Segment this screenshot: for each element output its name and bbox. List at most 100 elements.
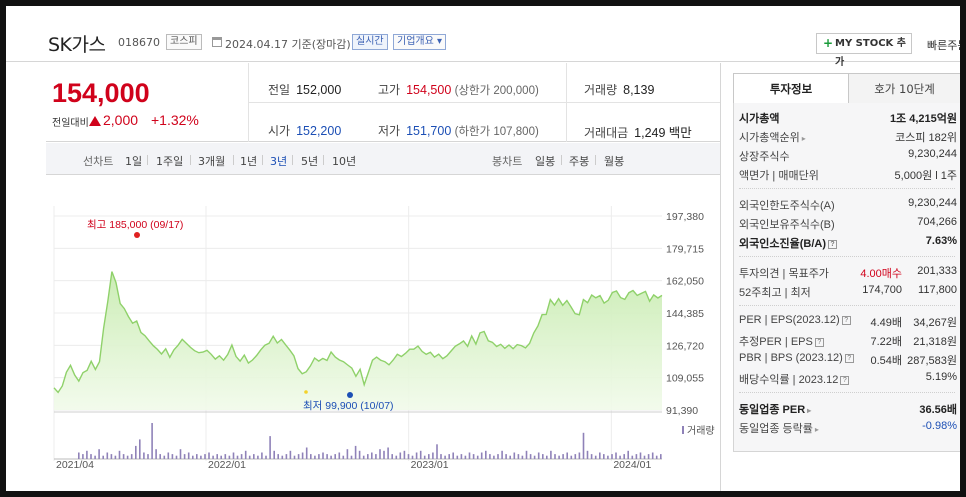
divider: [323, 155, 324, 165]
row-label: 52주최고 | 최저: [739, 287, 811, 299]
period-3m[interactable]: 3개월: [198, 155, 226, 168]
volume-bar: [440, 454, 442, 459]
volume-bar: [546, 455, 548, 459]
volume-bar: [562, 454, 564, 459]
row-value: 코스피 182위: [895, 132, 957, 144]
help-icon[interactable]: ?: [828, 239, 837, 249]
period-10y[interactable]: 10년: [332, 155, 357, 168]
invest-tabs: 투자정보 호가 10단계: [733, 73, 960, 104]
company-overview-dropdown[interactable]: 기업개요 ▾: [393, 34, 446, 50]
help-icon[interactable]: ?: [844, 353, 854, 363]
row-value-primary: 4.49배: [870, 317, 902, 329]
row-label: 시가총액순위 ▸: [739, 132, 806, 144]
volume-bar: [102, 455, 104, 459]
volume-bar: [399, 452, 402, 459]
help-icon[interactable]: ?: [814, 337, 824, 347]
period-5y[interactable]: 5년: [301, 155, 319, 168]
volume-bar: [118, 450, 121, 459]
caret-icon[interactable]: ▸: [801, 134, 806, 143]
invest-info-row: 52주최고 | 최저 174,700 117,800: [739, 284, 959, 302]
volume-bar: [635, 454, 638, 459]
row-value: 21,318원: [913, 336, 957, 348]
volume-bar: [285, 454, 288, 459]
volume-bar: [542, 454, 544, 459]
quick-order-link[interactable]: 빠른주문: [927, 39, 960, 52]
volume-bar: [619, 455, 621, 459]
high-marker: [134, 232, 140, 238]
row-value: 1조 4,215억원: [889, 113, 957, 125]
period-1y[interactable]: 1년: [240, 155, 258, 168]
volume-bar: [460, 454, 463, 459]
row-value: 9,230,244: [908, 148, 957, 160]
volume-bar: [338, 452, 341, 459]
volume-bar: [261, 452, 263, 459]
period-1w[interactable]: 1주일: [156, 155, 184, 168]
volume-bar: [493, 455, 495, 459]
volume-bar: [379, 449, 381, 459]
high-price: 고가 154,500 (상한가 200,000): [378, 81, 539, 98]
volume-bar: [183, 454, 186, 459]
caret-icon[interactable]: ▸: [814, 425, 819, 434]
volume-bar: [533, 455, 536, 459]
volume-bar: [163, 455, 166, 459]
volume-bar: [159, 454, 161, 459]
row-value-primary: 4.00매수: [860, 268, 902, 280]
invest-info-row: 동일업종 PER ▸ 36.56배: [739, 401, 959, 419]
invest-info-row: 액면가 | 매매단위 5,000원 l 1주: [739, 167, 959, 185]
volume-bar: [529, 454, 532, 459]
market-badge[interactable]: 코스피: [166, 34, 202, 50]
candle-daily[interactable]: 일봉: [535, 155, 556, 168]
divider: [561, 155, 562, 165]
volume-bar: [578, 452, 581, 459]
volume-bar: [627, 450, 629, 459]
volume-bar: [415, 452, 418, 459]
volume-bar: [167, 452, 170, 459]
volume-bar: [78, 452, 80, 459]
invest-info-panel: 투자정보 호가 10단계 시가총액 1조 4,215억원 시가총액순위 ▸ 코스피 18…: [720, 63, 960, 491]
marker-dot: [304, 390, 308, 394]
price-chart[interactable]: 197,380 179,715 162,050 144,385 126,720 109,0…: [46, 176, 720, 468]
volume-bar: [509, 455, 511, 459]
y-tick-label: 91,390: [666, 405, 698, 417]
help-icon[interactable]: ?: [840, 375, 850, 385]
volume-bar: [570, 455, 573, 459]
tab-hoga[interactable]: 호가 10단계: [848, 73, 960, 104]
volume-bar: [346, 449, 349, 459]
open-label: 시가: [268, 124, 291, 138]
volume-bar: [334, 454, 336, 459]
help-icon[interactable]: ?: [841, 315, 851, 325]
volume-bar: [98, 449, 100, 459]
row-value: 36.56배: [919, 404, 957, 416]
period-1d[interactable]: 1일: [125, 155, 143, 168]
price-line: [53, 271, 663, 394]
volume-bar: [362, 455, 365, 459]
high-value: 154,500: [406, 83, 452, 97]
caret-icon[interactable]: ▸: [807, 406, 812, 415]
add-mystock-button[interactable]: + MY STOCK 추가: [816, 33, 912, 68]
row-value-primary: 0.54배: [870, 355, 902, 367]
x-tick-label: 2021/04: [56, 459, 94, 468]
volume-bar: [147, 454, 149, 459]
group-divider: [739, 305, 955, 306]
volume-bar: [293, 455, 296, 459]
volume-bar: [208, 452, 210, 459]
row-value: 7.63%: [925, 235, 957, 247]
stock-code: 018670: [118, 36, 160, 49]
row-label: 외국인한도주식수(A): [739, 200, 835, 212]
realtime-button[interactable]: 실시간: [352, 34, 388, 50]
divider: [233, 155, 234, 165]
volume-bar: [200, 455, 202, 459]
volume-bar: [143, 452, 145, 459]
price-chart-svg: 197,380 179,715 162,050 144,385 126,720 109,0…: [53, 206, 715, 468]
tab-invest-info[interactable]: 투자정보: [733, 73, 849, 104]
period-3y[interactable]: 3년: [270, 155, 288, 168]
y-tick-label: 197,380: [666, 211, 704, 223]
volume-bar: [639, 452, 642, 459]
amount-unit: 백만: [668, 126, 692, 140]
volume-bar: [371, 452, 373, 459]
volume-bar: [590, 454, 593, 459]
candle-monthly[interactable]: 월봉: [604, 155, 625, 168]
divider: [292, 155, 293, 165]
volume-bar: [192, 455, 194, 459]
candle-weekly[interactable]: 주봉: [569, 155, 590, 168]
